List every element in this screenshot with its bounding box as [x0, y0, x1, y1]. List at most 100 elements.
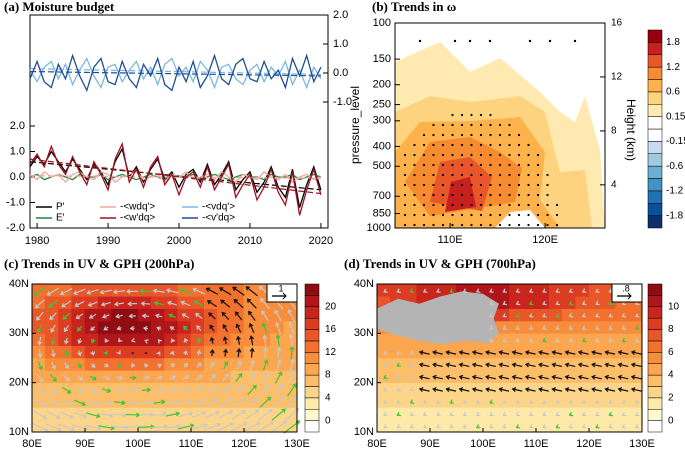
field-cell — [548, 357, 563, 371]
stipple — [489, 183, 492, 187]
wind-vector — [617, 374, 629, 380]
field-cell — [469, 370, 484, 383]
field-cell — [111, 345, 126, 359]
wind-vector — [383, 374, 388, 380]
wind-vector — [595, 325, 600, 330]
field-cell — [588, 370, 603, 383]
wind-vector — [117, 362, 123, 368]
wind-vector — [436, 424, 441, 429]
x-tick-label: 130E — [284, 438, 310, 450]
wind-vector — [445, 362, 457, 368]
wind-vector — [471, 362, 483, 368]
colorbar-label: -1.2 — [666, 186, 684, 197]
stipple — [470, 163, 473, 167]
stipple — [573, 39, 577, 43]
colorbar-box — [647, 128, 663, 142]
field-cell — [71, 345, 86, 359]
wind-vector — [489, 300, 494, 306]
stipple — [527, 213, 530, 217]
stipple — [489, 133, 492, 137]
field-cell — [548, 419, 563, 433]
wind-vector — [498, 374, 510, 380]
wind-vector — [76, 374, 84, 381]
field-cell — [177, 345, 192, 359]
colorbar-label: 0.15 — [666, 111, 685, 122]
stipple — [432, 183, 435, 187]
stipple — [536, 203, 540, 207]
panel-a-title: (a) Moisture budget — [4, 0, 115, 14]
wind-vector — [288, 370, 296, 385]
field-cell — [469, 407, 484, 420]
wind-vector — [498, 387, 510, 393]
wind-vector — [458, 362, 470, 368]
field-cell — [416, 370, 431, 383]
field-cell — [124, 370, 139, 383]
field-cell — [111, 419, 126, 433]
colorbar-label: 10 — [668, 301, 680, 312]
wind-vector — [112, 412, 128, 418]
stipple — [517, 163, 521, 167]
field-cell — [124, 407, 139, 420]
wind-vector — [383, 350, 388, 355]
wind-vector — [515, 313, 521, 318]
field-cell — [442, 419, 457, 433]
x-tick-label: 110E — [524, 438, 549, 450]
wind-vector — [604, 350, 616, 356]
wind-vector — [383, 362, 388, 367]
field-cell — [615, 370, 630, 383]
field-cell — [44, 345, 59, 359]
wind-vector — [236, 360, 242, 370]
wind-vector — [498, 362, 510, 368]
y-tick-label: 400 — [373, 140, 391, 152]
wind-vector — [222, 373, 230, 382]
y2-tick-label: 12 — [611, 72, 623, 83]
stipple — [460, 183, 464, 187]
field-cell — [509, 345, 524, 359]
stipple — [555, 213, 559, 217]
stipple — [479, 123, 483, 127]
wind-vector — [196, 337, 202, 344]
wind-vector — [475, 411, 481, 417]
field-cell — [376, 407, 391, 420]
wind-vector — [84, 424, 102, 431]
field-cell — [615, 333, 630, 346]
colorbar-box — [304, 352, 320, 364]
stipple — [422, 143, 426, 147]
wind-vector — [75, 313, 84, 320]
field-cell — [575, 370, 590, 383]
wind-vector — [551, 350, 563, 356]
wind-vector — [528, 288, 534, 293]
wind-vector — [220, 299, 231, 308]
wind-vector — [116, 375, 124, 381]
wind-vector — [86, 412, 101, 419]
stipple — [479, 203, 483, 207]
stipple — [441, 213, 445, 217]
field-cell — [548, 320, 563, 334]
y2-tick-label: 8 — [611, 126, 617, 137]
field-cell — [164, 419, 179, 433]
stipple — [403, 153, 407, 157]
y-tick-label: 40N — [354, 278, 374, 290]
stipple — [546, 173, 549, 177]
wind-vector — [436, 399, 441, 404]
wind-vector — [462, 288, 468, 293]
field-cell — [256, 345, 271, 359]
wind-vector — [449, 288, 454, 293]
field-cell — [562, 382, 577, 396]
colorbar-box — [304, 397, 320, 410]
stipple — [517, 143, 521, 147]
field-cell — [442, 345, 457, 359]
wind-vector — [258, 409, 273, 421]
wind-vector — [555, 337, 560, 343]
field-cell — [509, 419, 524, 433]
field-cell — [58, 345, 73, 359]
wind-vector — [62, 312, 71, 320]
wind-vector — [248, 322, 255, 334]
wind-vector — [409, 374, 415, 380]
wind-vector — [515, 325, 521, 330]
wind-vector — [183, 362, 189, 368]
wind-vector — [90, 326, 96, 331]
wind-vector — [31, 422, 49, 433]
wind-vector — [568, 288, 574, 293]
wind-vector — [167, 300, 178, 306]
